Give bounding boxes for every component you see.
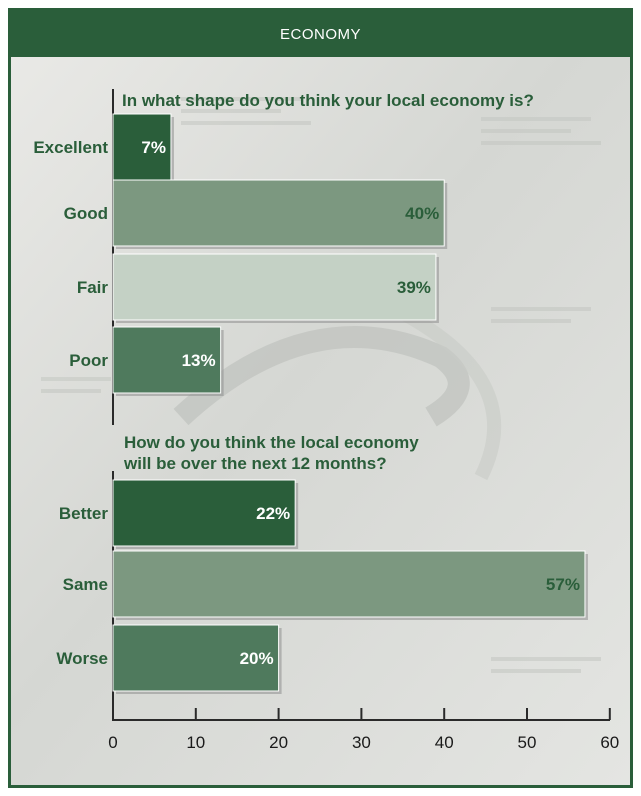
question-2-title-line-2: will be over the next 12 months?: [123, 454, 387, 473]
tick-label-0: 0: [108, 733, 117, 752]
tick-label-60: 60: [600, 733, 619, 752]
bar-poor: [112, 326, 222, 394]
category-label-fair: Fair: [77, 278, 109, 297]
tick-label-40: 40: [435, 733, 454, 752]
category-label-good: Good: [64, 204, 108, 223]
category-label-same: Same: [63, 575, 108, 594]
category-label-excellent: Excellent: [33, 138, 108, 157]
header-title: ECONOMY: [11, 11, 630, 57]
value-label-same: 57%: [546, 575, 580, 594]
bar-better: [112, 479, 296, 547]
value-label-better: 22%: [256, 504, 290, 523]
bars-group: Excellent 7% Good 40% Fair 39% Poor 13% Better 22…: [33, 113, 588, 694]
value-label-excellent: 7%: [141, 138, 166, 157]
tick-label-30: 30: [352, 733, 371, 752]
category-label-poor: Poor: [69, 351, 108, 370]
question-2-title-line-1: How do you think the local economy: [124, 433, 419, 452]
bar-fair: [112, 253, 437, 321]
value-label-worse: 20%: [240, 649, 274, 668]
bar-worse: [112, 624, 280, 692]
value-label-good: 40%: [405, 204, 439, 223]
tick-label-10: 10: [186, 733, 205, 752]
value-label-poor: 13%: [182, 351, 216, 370]
x-axis-ticks: 0 10 20 30 40 50 60: [108, 708, 619, 752]
bar-same: [112, 550, 586, 618]
value-label-fair: 39%: [397, 278, 431, 297]
bar-chart: In what shape do you think your local ec…: [33, 89, 619, 752]
question-1-title: In what shape do you think your local ec…: [122, 91, 534, 110]
bar-good: [112, 179, 445, 247]
category-label-better: Better: [59, 504, 109, 523]
bar-excellent: [112, 113, 172, 181]
category-label-worse: Worse: [56, 649, 108, 668]
tick-label-20: 20: [269, 733, 288, 752]
tick-label-50: 50: [518, 733, 537, 752]
chart-frame: ECONOMY In what shape do you think your …: [8, 8, 633, 788]
